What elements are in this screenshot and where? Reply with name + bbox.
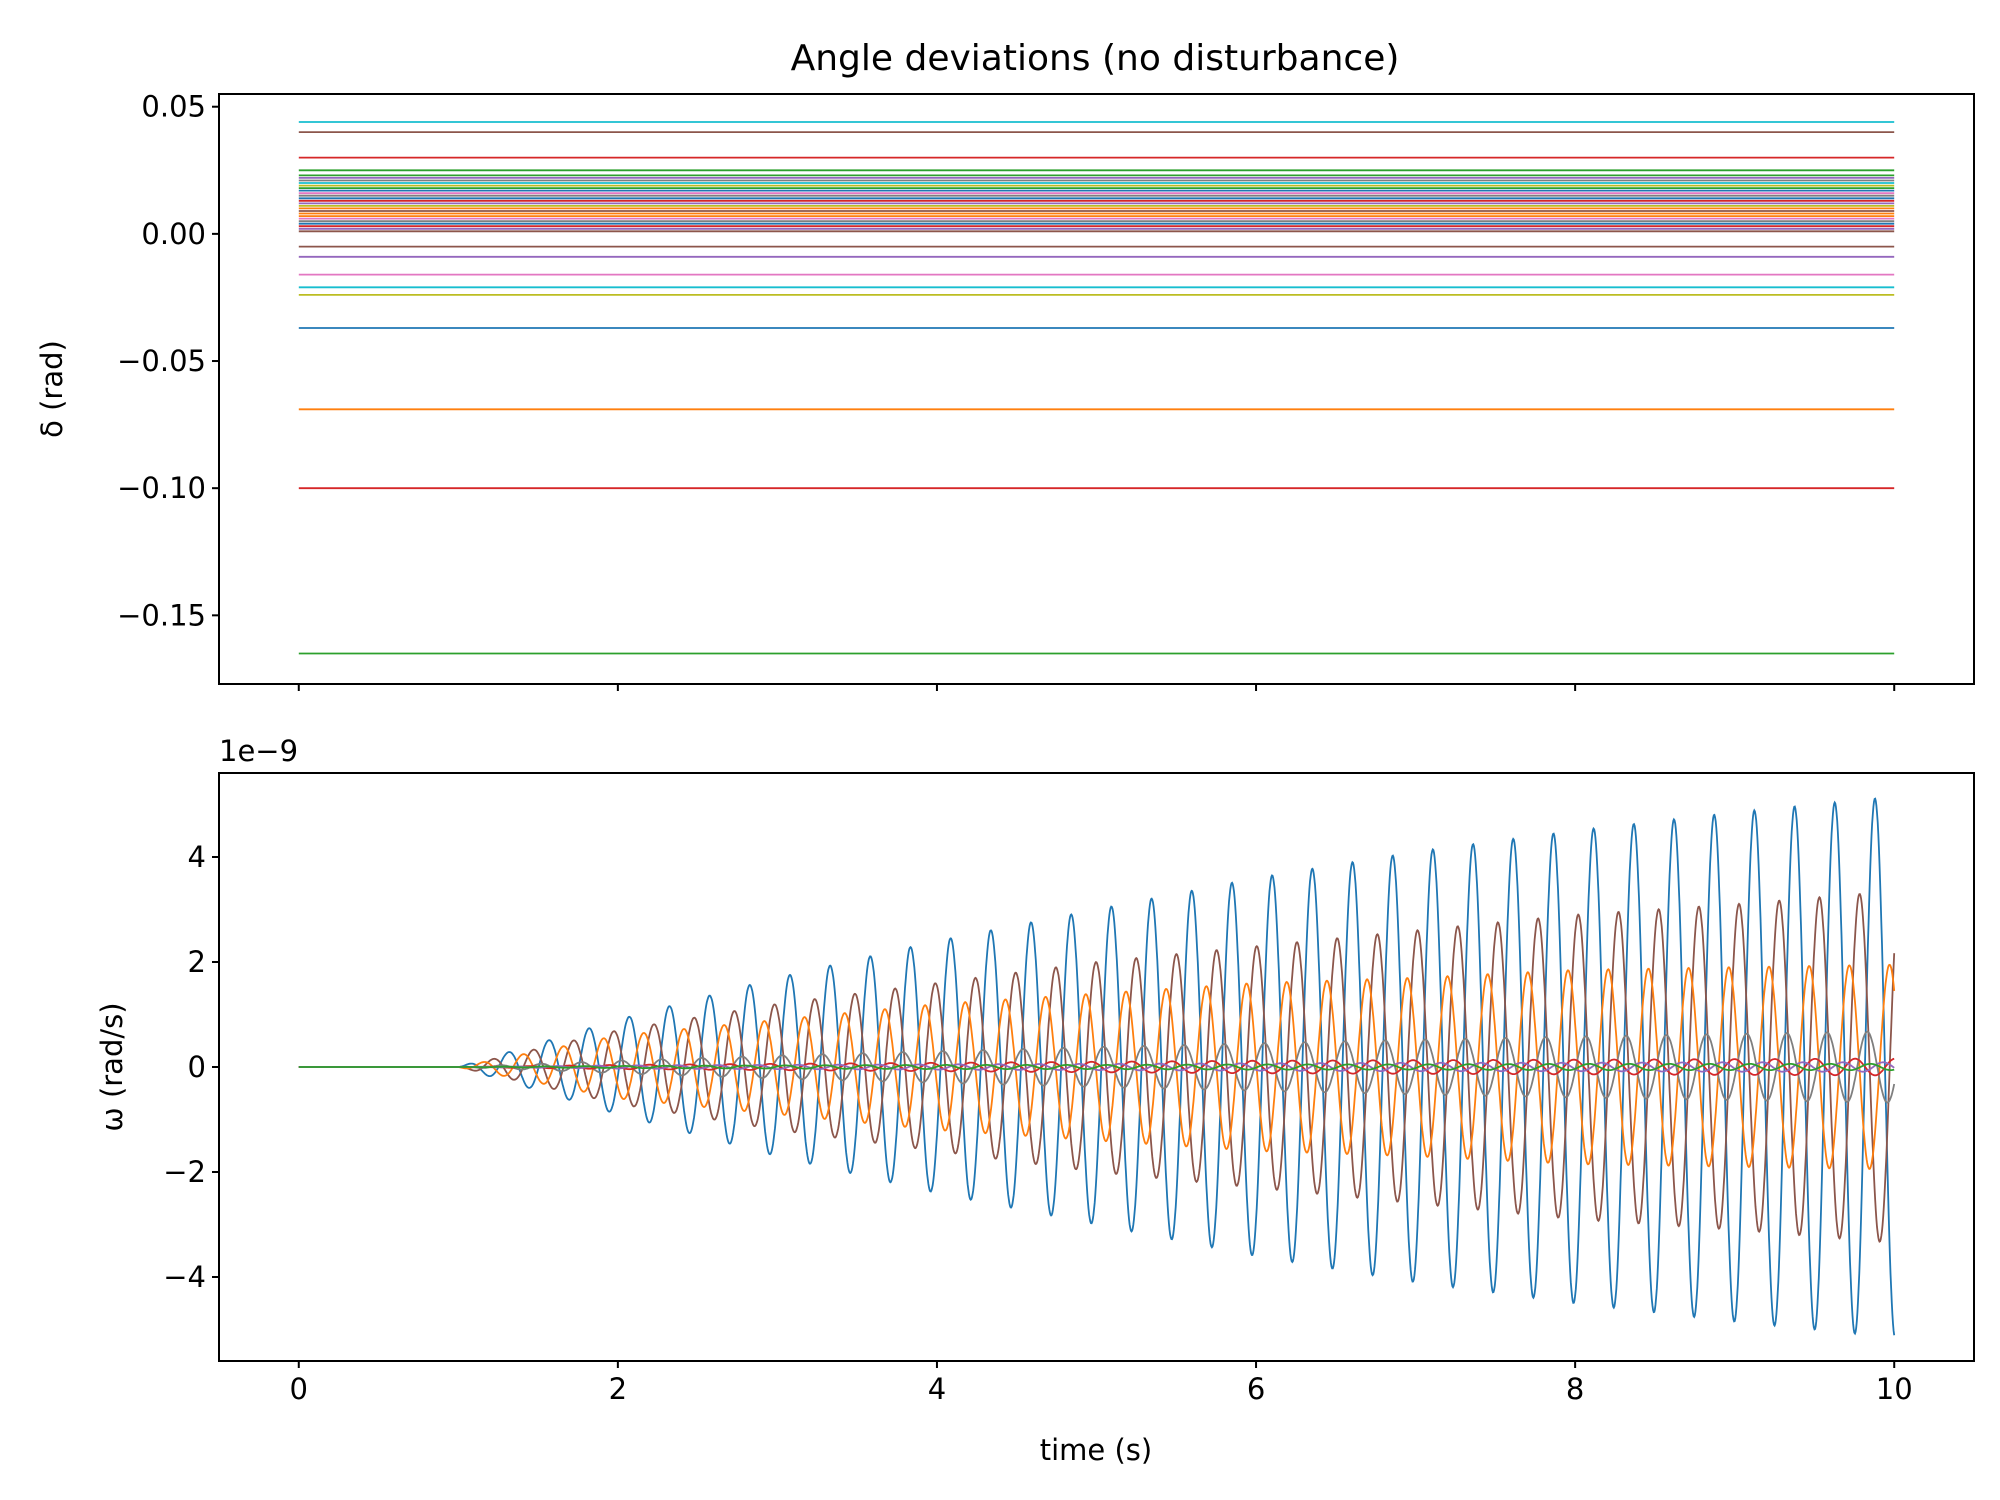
bottom-x-tick-label-6: 10 — [1876, 1372, 1913, 1406]
top-y-tick-label-1: 0.05 — [141, 90, 206, 124]
y-offset-label: 1e−9 — [219, 734, 298, 768]
top-y-tick-label-5: −0.15 — [117, 598, 206, 632]
bottom-x-tick-label-4: 6 — [1247, 1372, 1265, 1406]
top-y-tick-label-4: −0.10 — [117, 471, 206, 505]
speed-series-line-7 — [298, 1063, 1895, 1071]
top-y-tick-label-2: 0.00 — [141, 217, 206, 251]
speed-series-line-1 — [298, 797, 1896, 1336]
speed-series-line-4 — [298, 1030, 1896, 1104]
x-axis-label: time (s) — [1040, 1433, 1152, 1467]
top-y-axis-label: δ (rad) — [35, 340, 69, 438]
bottom-y-tick-label-5: −4 — [163, 1260, 206, 1294]
chart-title: Angle deviations (no disturbance) — [791, 38, 1400, 79]
speed-series-line-6 — [298, 1061, 1895, 1073]
bottom-y-tick-label-4: −2 — [163, 1155, 206, 1189]
bottom-y-axis-label: ω (rad/s) — [95, 1002, 129, 1131]
bottom-y-tick-label-2: 2 — [188, 945, 206, 979]
speed-series-line-3 — [298, 963, 1896, 1170]
angle-deviation-plot: Angle deviations (no disturbance) 0.050.… — [35, 38, 1975, 691]
bottom-x-tick-label-3: 4 — [928, 1372, 946, 1406]
bottom-x-tick-label-5: 8 — [1566, 1372, 1584, 1406]
top-y-tick-label-3: −0.05 — [117, 344, 206, 378]
bottom-x-tick-label-1: 0 — [290, 1372, 308, 1406]
angle-series-group — [298, 121, 1895, 655]
top-axes-frame — [218, 93, 1975, 685]
bottom-y-tick-label-3: 0 — [188, 1050, 206, 1084]
speed-series-line-2 — [298, 893, 1896, 1243]
top-axis-ticks: 0.05 0.00 −0.05 −0.10 −0.15 — [117, 90, 1896, 691]
bottom-axis-ticks: 4 2 0 −2 −4 0 2 4 6 8 10 — [163, 840, 1912, 1406]
bottom-x-tick-label-2: 2 — [609, 1372, 627, 1406]
speed-series-group — [298, 797, 1896, 1336]
bottom-y-tick-label-1: 4 — [188, 840, 206, 874]
speed-deviation-plot: 1e−9 4 2 0 −2 −4 0 2 4 6 8 10 ω (rad/s) time (s) — [95, 734, 1975, 1467]
